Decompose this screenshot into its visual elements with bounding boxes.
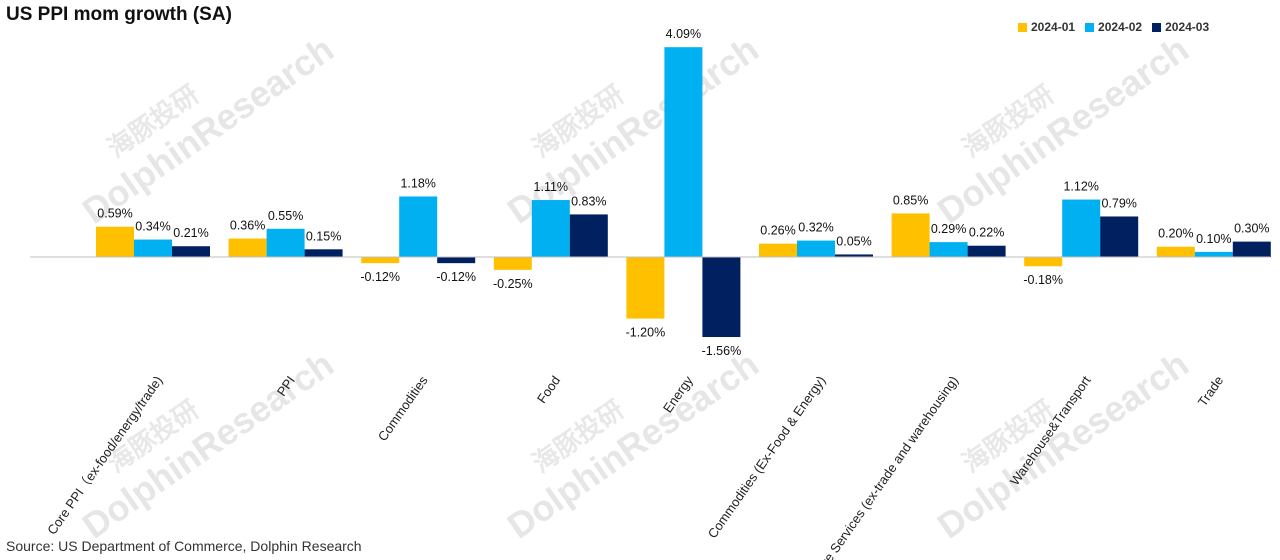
data-label-2024-01-0: 0.59% (97, 207, 132, 221)
bar-2024-02-2 (399, 196, 438, 257)
legend-swatch-2024-02 (1085, 22, 1095, 32)
bar-2024-02-0 (134, 239, 172, 257)
data-label-2024-02-0: 0.34% (135, 220, 170, 234)
data-label-2024-03-3: 0.83% (571, 194, 606, 208)
data-label-2024-03-7: 0.79% (1101, 196, 1136, 210)
data-label-2024-01-7: -0.18% (1023, 273, 1063, 287)
legend-label-2024-01: 2024-01 (1031, 20, 1076, 34)
bar-2024-03-1 (304, 249, 343, 257)
data-label-2024-03-8: 0.30% (1234, 222, 1269, 236)
bar-2024-01-6 (891, 213, 930, 257)
data-label-2024-01-6: 0.85% (893, 193, 928, 207)
data-label-2024-03-6: 0.22% (969, 226, 1004, 240)
legend-item-2024-02: 2024-02 (1085, 20, 1142, 34)
data-label-2024-02-2: 1.18% (400, 176, 435, 190)
data-label-2024-01-1: 0.36% (230, 219, 265, 233)
data-label-2024-02-3: 1.11% (534, 180, 569, 194)
bar-2024-02-8 (1194, 251, 1233, 257)
legend-item-2024-01: 2024-01 (1018, 20, 1075, 34)
bar-2024-01-0 (96, 226, 134, 257)
data-label-2024-03-0: 0.21% (173, 226, 208, 240)
bar-2024-01-5 (759, 243, 797, 257)
bar-2024-02-3 (531, 200, 570, 257)
data-label-2024-01-3: -0.25% (493, 277, 533, 291)
data-label-2024-02-8: 0.10% (1196, 232, 1231, 246)
data-label-2024-03-2: -0.12% (436, 270, 476, 284)
bar-2024-03-6 (967, 245, 1006, 257)
bar-2024-03-2 (437, 257, 476, 264)
legend-swatch-2024-03 (1152, 22, 1162, 32)
data-label-2024-01-8: 0.20% (1158, 227, 1193, 241)
bar-2024-03-4 (702, 257, 741, 338)
data-label-2024-01-4: -1.20% (626, 326, 666, 340)
category-label-3: Food (534, 373, 563, 406)
bar-2024-03-7 (1100, 216, 1139, 257)
legend-label-2024-02: 2024-02 (1098, 20, 1143, 34)
data-label-2024-01-5: 0.26% (760, 224, 795, 238)
bar-2024-03-5 (835, 254, 873, 257)
data-label-2024-02-7: 1.12% (1063, 180, 1098, 194)
bar-2024-02-5 (797, 240, 835, 257)
chart-title: US PPI mom growth (SA) (6, 4, 232, 25)
data-label-2024-03-5: 0.05% (836, 234, 871, 248)
data-label-2024-03-4: -1.56% (702, 344, 742, 358)
legend: 2024-01 2024-02 2024-03 (1018, 20, 1209, 34)
bars-group (96, 47, 1271, 338)
data-label-2024-02-1: 0.55% (268, 209, 303, 223)
bar-2024-01-4 (626, 257, 665, 319)
source-note: Source: US Department of Commerce, Dolph… (6, 538, 362, 554)
data-label-2024-03-1: 0.15% (306, 229, 341, 243)
bar-2024-01-2 (361, 257, 400, 264)
bar-2024-02-6 (929, 242, 968, 257)
data-label-2024-02-6: 0.29% (931, 222, 966, 236)
bar-2024-03-0 (172, 246, 210, 257)
bar-2024-01-3 (493, 257, 532, 270)
bar-2024-02-7 (1062, 199, 1101, 257)
bar-2024-03-8 (1232, 241, 1271, 257)
bar-2024-01-7 (1024, 257, 1063, 267)
category-label-6: Core Services (ex-trade and warehousing) (809, 373, 961, 560)
legend-item-2024-03: 2024-03 (1152, 20, 1209, 34)
category-label-2: Commodities (375, 373, 431, 444)
bar-2024-03-3 (569, 214, 608, 257)
category-label-8: Trade (1195, 373, 1226, 409)
bar-2024-01-8 (1156, 246, 1195, 257)
data-label-2024-01-2: -0.12% (360, 270, 400, 284)
data-label-2024-02-5: 0.32% (798, 221, 833, 235)
bar-labels-group: 0.59%0.34% 0.21% 0.36%0.55%0.15% -0.12% 1.18… (97, 27, 1269, 358)
bar-2024-02-4 (664, 47, 703, 257)
bar-2024-01-1 (228, 238, 267, 257)
legend-label-2024-03: 2024-03 (1165, 20, 1210, 34)
data-label-2024-02-4: 4.09% (666, 27, 701, 41)
bar-2024-02-1 (266, 228, 305, 257)
legend-swatch-2024-01 (1018, 22, 1027, 32)
